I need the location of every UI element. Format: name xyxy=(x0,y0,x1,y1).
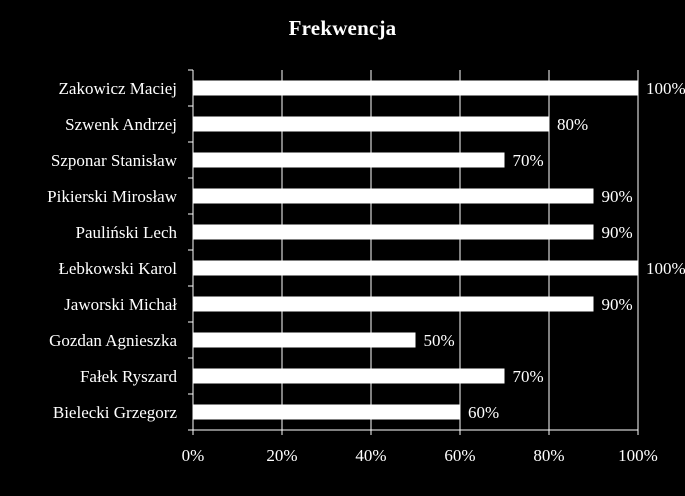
bar xyxy=(193,80,638,96)
data-label: 90% xyxy=(602,295,633,314)
data-label: 50% xyxy=(424,331,455,350)
category-label: Fałek Ryszard xyxy=(80,367,178,386)
x-tick-label: 40% xyxy=(355,446,386,465)
x-tick-label: 60% xyxy=(444,446,475,465)
data-label: 70% xyxy=(513,367,544,386)
bar xyxy=(193,224,594,240)
category-label: Bielecki Grzegorz xyxy=(53,403,178,422)
x-tick-label: 20% xyxy=(266,446,297,465)
x-tick-label: 100% xyxy=(618,446,658,465)
bar xyxy=(193,260,638,276)
bar xyxy=(193,368,505,384)
category-label: Pauliński Lech xyxy=(75,223,177,242)
category-label: Gozdan Agnieszka xyxy=(49,331,177,350)
data-label: 90% xyxy=(602,223,633,242)
data-label: 90% xyxy=(602,187,633,206)
bar xyxy=(193,116,549,132)
category-label: Jaworski Michał xyxy=(64,295,177,314)
data-label: 100% xyxy=(646,79,685,98)
bar xyxy=(193,332,416,348)
bar xyxy=(193,188,594,204)
category-label: Szponar Stanisław xyxy=(51,151,178,170)
category-label: Zakowicz Maciej xyxy=(59,79,177,98)
category-label: Łebkowski Karol xyxy=(58,259,177,278)
data-label: 70% xyxy=(513,151,544,170)
category-label: Pikierski Mirosław xyxy=(47,187,178,206)
x-tick-label: 80% xyxy=(533,446,564,465)
data-label: 80% xyxy=(557,115,588,134)
bar xyxy=(193,296,594,312)
x-tick-label: 0% xyxy=(182,446,205,465)
data-label: 100% xyxy=(646,259,685,278)
chart-title: Frekwencja xyxy=(288,16,397,40)
bar xyxy=(193,404,460,420)
bar xyxy=(193,152,505,168)
category-label: Szwenk Andrzej xyxy=(65,115,177,134)
data-label: 60% xyxy=(468,403,499,422)
